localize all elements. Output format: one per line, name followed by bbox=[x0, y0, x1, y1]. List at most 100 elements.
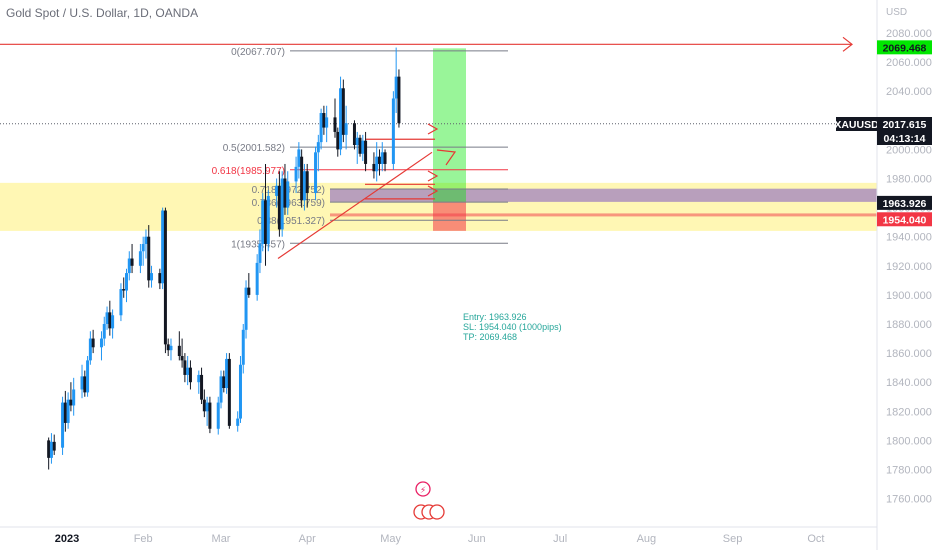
candle-body-59 bbox=[278, 186, 281, 230]
candle-body-79 bbox=[356, 138, 359, 145]
candle-body-6 bbox=[69, 400, 72, 406]
candle-body-88 bbox=[392, 98, 395, 163]
y-tick-label: 1800.000 bbox=[886, 435, 932, 447]
trade-note-line-1: SL: 1954.040 (1000pips) bbox=[463, 322, 562, 332]
candle-body-29 bbox=[161, 211, 164, 284]
candle-body-32 bbox=[169, 346, 172, 350]
y-tick-label: 2060.000 bbox=[886, 57, 932, 69]
candle-body-15 bbox=[106, 312, 109, 324]
candle-body-77 bbox=[345, 123, 348, 135]
candle-body-83 bbox=[372, 164, 375, 171]
entry-band bbox=[330, 189, 877, 202]
candle-body-14 bbox=[103, 324, 106, 339]
candle-body-12 bbox=[92, 339, 95, 348]
y-tick-label: 1860.000 bbox=[886, 348, 932, 360]
candle-body-35 bbox=[183, 360, 186, 375]
candle-body-0 bbox=[47, 440, 50, 457]
candle-body-10 bbox=[86, 360, 89, 392]
candle-body-74 bbox=[336, 132, 339, 149]
candle-body-16 bbox=[108, 312, 111, 328]
event-flag-icon-2[interactable] bbox=[430, 505, 444, 519]
fib-label-1: 1(1935.457) bbox=[231, 239, 285, 250]
candle-body-19 bbox=[122, 289, 125, 290]
x-tick-label: Feb bbox=[134, 533, 153, 545]
candle-body-55 bbox=[261, 200, 264, 244]
y-tick-label: 2000.000 bbox=[886, 144, 932, 156]
candle-body-80 bbox=[359, 138, 362, 154]
x-tick-label: Apr bbox=[299, 533, 316, 545]
candle-body-3 bbox=[61, 403, 64, 448]
candle-body-62 bbox=[286, 181, 289, 207]
candle-body-17 bbox=[111, 315, 114, 328]
candle-body-24 bbox=[142, 244, 145, 251]
candle-body-20 bbox=[125, 273, 128, 290]
entry-price-label: 1963.926 bbox=[883, 198, 927, 210]
candle-body-78 bbox=[353, 123, 356, 145]
candle-body-64 bbox=[297, 149, 300, 166]
candle-body-18 bbox=[119, 289, 122, 315]
x-tick-label: May bbox=[380, 533, 401, 545]
candle-body-75 bbox=[339, 88, 342, 149]
candle-body-34 bbox=[181, 356, 184, 360]
candle-body-46 bbox=[225, 359, 228, 388]
y-tick-label: 1880.000 bbox=[886, 319, 932, 331]
candle-body-76 bbox=[342, 88, 345, 135]
candle-body-66 bbox=[303, 171, 306, 200]
candle-body-4 bbox=[64, 403, 67, 423]
sl-line bbox=[330, 213, 877, 216]
candle-body-31 bbox=[167, 344, 170, 350]
candle-body-37 bbox=[189, 368, 192, 383]
candle-body-11 bbox=[89, 339, 92, 361]
candle-body-26 bbox=[147, 237, 150, 281]
x-tick-label: Mar bbox=[212, 533, 231, 545]
candle-body-39 bbox=[200, 375, 203, 400]
candle-body-87 bbox=[384, 152, 387, 164]
candle-body-28 bbox=[158, 273, 161, 283]
fib-label-0: 0(2067.707) bbox=[231, 47, 285, 58]
candle-body-65 bbox=[300, 157, 303, 201]
candle-body-49 bbox=[239, 365, 242, 419]
y-tick-label: 2080.000 bbox=[886, 28, 932, 40]
y-tick-label: 2040.000 bbox=[886, 86, 932, 98]
countdown-label: 04:13:14 bbox=[883, 133, 925, 145]
candle-body-45 bbox=[222, 376, 225, 388]
current-price-label: 2017.615 bbox=[883, 119, 927, 131]
candle-body-41 bbox=[206, 403, 209, 412]
candle-body-23 bbox=[139, 251, 142, 266]
candle-body-2 bbox=[53, 442, 56, 451]
y-tick-label: 1920.000 bbox=[886, 261, 932, 273]
candle-body-42 bbox=[208, 403, 211, 429]
symbol-label: XAUUSD bbox=[834, 119, 879, 131]
fib-label-0-618: 0.618(1985.977) bbox=[212, 166, 285, 177]
candle-body-71 bbox=[322, 113, 325, 128]
candle-body-1 bbox=[50, 442, 53, 458]
candle-body-13 bbox=[100, 339, 103, 348]
candle-body-67 bbox=[306, 171, 309, 193]
candle-body-48 bbox=[236, 419, 239, 426]
candle-body-5 bbox=[67, 400, 70, 423]
candle-body-7 bbox=[72, 389, 75, 405]
candle-body-73 bbox=[334, 117, 337, 132]
candle-body-51 bbox=[245, 288, 248, 330]
event-flash-glyph: ⚡ bbox=[420, 485, 426, 495]
candle-body-84 bbox=[375, 157, 378, 172]
sl-zone bbox=[433, 202, 466, 231]
y-tick-label: 1980.000 bbox=[886, 174, 932, 186]
candle-body-8 bbox=[81, 376, 84, 389]
y-tick-label: 1760.000 bbox=[886, 494, 932, 506]
tp-price-label: 2069.468 bbox=[883, 42, 927, 54]
fib-label-0-5: 0.5(2001.582) bbox=[223, 143, 285, 154]
candle-body-44 bbox=[220, 376, 223, 402]
candle-body-52 bbox=[247, 288, 250, 295]
candle-body-68 bbox=[314, 152, 317, 193]
candle-body-53 bbox=[256, 263, 259, 295]
candle-body-50 bbox=[242, 330, 245, 365]
x-tick-label: Oct bbox=[807, 533, 824, 545]
candle-body-86 bbox=[381, 152, 384, 164]
y-tick-label: 1820.000 bbox=[886, 406, 932, 418]
candle-body-43 bbox=[217, 403, 220, 429]
candle-body-69 bbox=[317, 142, 320, 152]
candle-body-90 bbox=[397, 77, 400, 124]
